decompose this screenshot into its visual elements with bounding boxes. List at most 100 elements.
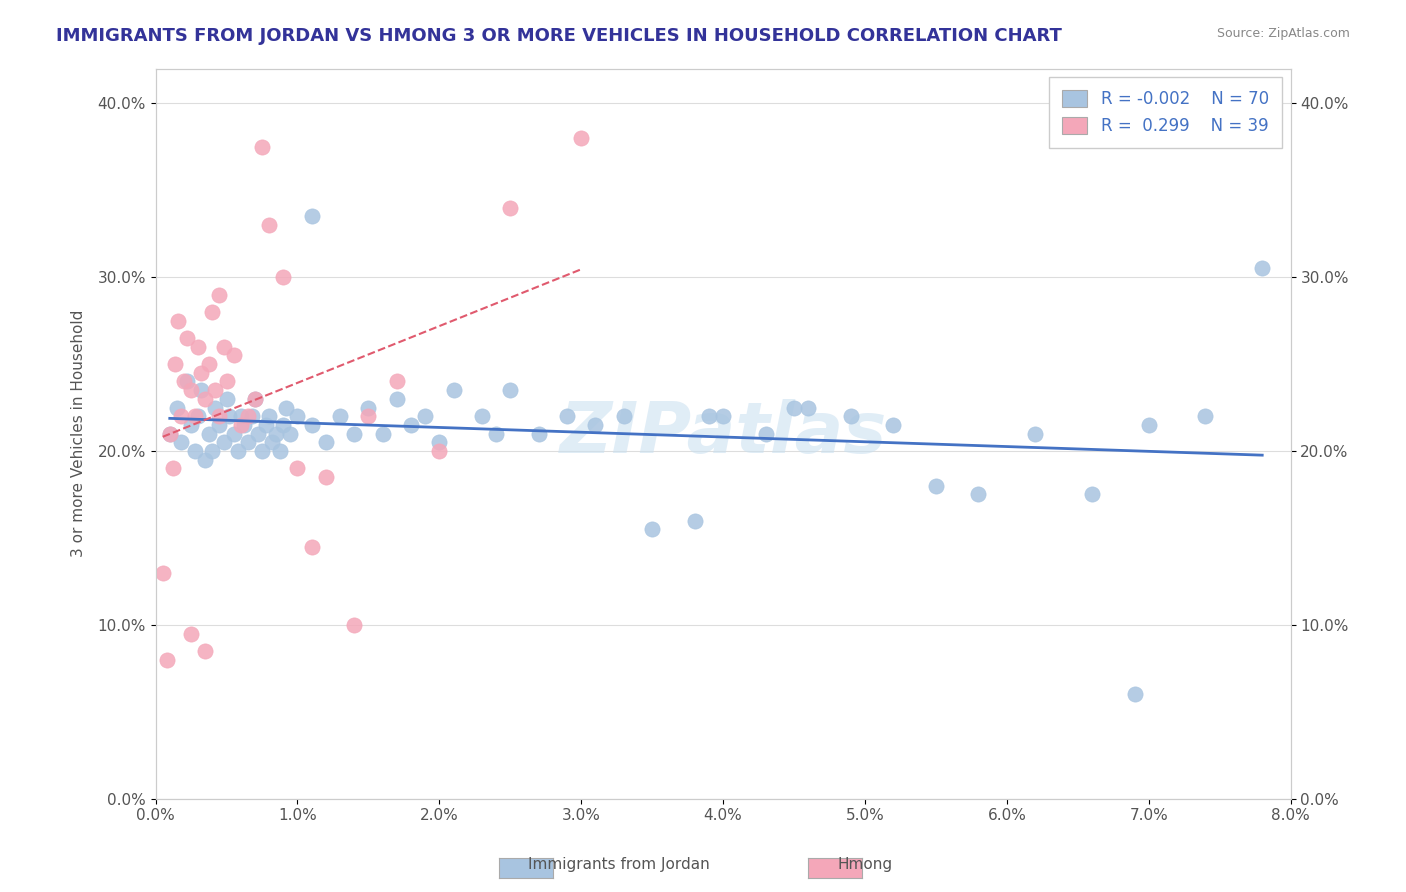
Point [208, 287, 231, 301]
Point [1123, 688, 1146, 702]
Point [427, 435, 450, 450]
Point [218, 409, 240, 424]
Point [215, 375, 238, 389]
Point [226, 444, 249, 458]
Point [187, 340, 209, 354]
Point [1251, 261, 1274, 276]
Point [156, 653, 179, 667]
Point [287, 409, 309, 424]
Point [555, 409, 578, 424]
Point [176, 331, 198, 345]
Point [260, 435, 283, 450]
Point [229, 409, 252, 424]
Point [243, 392, 266, 406]
Point [236, 435, 259, 450]
Point [280, 426, 302, 441]
Point [264, 426, 287, 441]
Point [166, 401, 188, 415]
Point [583, 417, 606, 432]
Text: ZIPatlas: ZIPatlas [560, 399, 887, 468]
Point [755, 426, 778, 441]
Point [176, 375, 198, 389]
Point [173, 375, 195, 389]
Point [271, 417, 294, 432]
Point [180, 626, 202, 640]
Point [613, 409, 636, 424]
Point [152, 566, 174, 580]
Point [236, 409, 259, 424]
Point [357, 401, 380, 415]
Point [257, 409, 280, 424]
Text: Immigrants from Jordan: Immigrants from Jordan [527, 857, 710, 872]
Point [443, 383, 465, 397]
Point [301, 417, 323, 432]
Point [204, 401, 226, 415]
Point [839, 409, 862, 424]
Point [180, 383, 202, 397]
Point [499, 201, 522, 215]
Point [301, 540, 323, 554]
Point [180, 417, 202, 432]
Point [194, 644, 217, 658]
Point [170, 435, 193, 450]
Point [240, 409, 263, 424]
Point [250, 140, 273, 154]
Point [485, 426, 508, 441]
Point [232, 417, 254, 432]
Point [198, 426, 221, 441]
Point [229, 417, 252, 432]
Point [222, 426, 245, 441]
Point [783, 401, 806, 415]
Point [165, 357, 187, 371]
Point [499, 383, 522, 397]
Point [683, 514, 706, 528]
Point [190, 366, 212, 380]
Point [882, 417, 904, 432]
Legend: R = -0.002    N = 70, R =  0.299    N = 39: R = -0.002 N = 70, R = 0.299 N = 39 [1049, 77, 1282, 148]
Point [471, 409, 494, 424]
Text: Source: ZipAtlas.com: Source: ZipAtlas.com [1216, 27, 1350, 40]
Point [427, 444, 450, 458]
Point [527, 426, 550, 441]
Point [371, 426, 394, 441]
Point [343, 618, 366, 632]
Point [254, 417, 277, 432]
Point [641, 522, 664, 536]
Point [159, 426, 181, 441]
Point [194, 392, 217, 406]
Point [208, 417, 231, 432]
Point [1024, 426, 1046, 441]
Point [329, 409, 352, 424]
Point [301, 209, 323, 223]
Point [167, 313, 190, 327]
Point [201, 444, 224, 458]
Point [315, 470, 337, 484]
Point [212, 340, 235, 354]
Point [697, 409, 720, 424]
Point [357, 409, 380, 424]
Point [385, 375, 408, 389]
Point [1081, 487, 1104, 501]
Text: Hmong: Hmong [837, 857, 893, 872]
Point [1137, 417, 1160, 432]
Point [925, 479, 948, 493]
Point [315, 435, 337, 450]
Point [269, 444, 291, 458]
Point [967, 487, 990, 501]
Text: IMMIGRANTS FROM JORDAN VS HMONG 3 OR MORE VEHICLES IN HOUSEHOLD CORRELATION CHAR: IMMIGRANTS FROM JORDAN VS HMONG 3 OR MOR… [56, 27, 1062, 45]
Point [198, 357, 221, 371]
Point [215, 392, 238, 406]
Point [385, 392, 408, 406]
Point [184, 409, 207, 424]
Point [569, 131, 592, 145]
Point [190, 383, 212, 397]
Point [250, 444, 273, 458]
Point [201, 305, 224, 319]
Point [243, 392, 266, 406]
Point [399, 417, 422, 432]
Point [343, 426, 366, 441]
Point [797, 401, 820, 415]
Point [170, 409, 193, 424]
Point [222, 348, 245, 362]
Point [271, 270, 294, 285]
